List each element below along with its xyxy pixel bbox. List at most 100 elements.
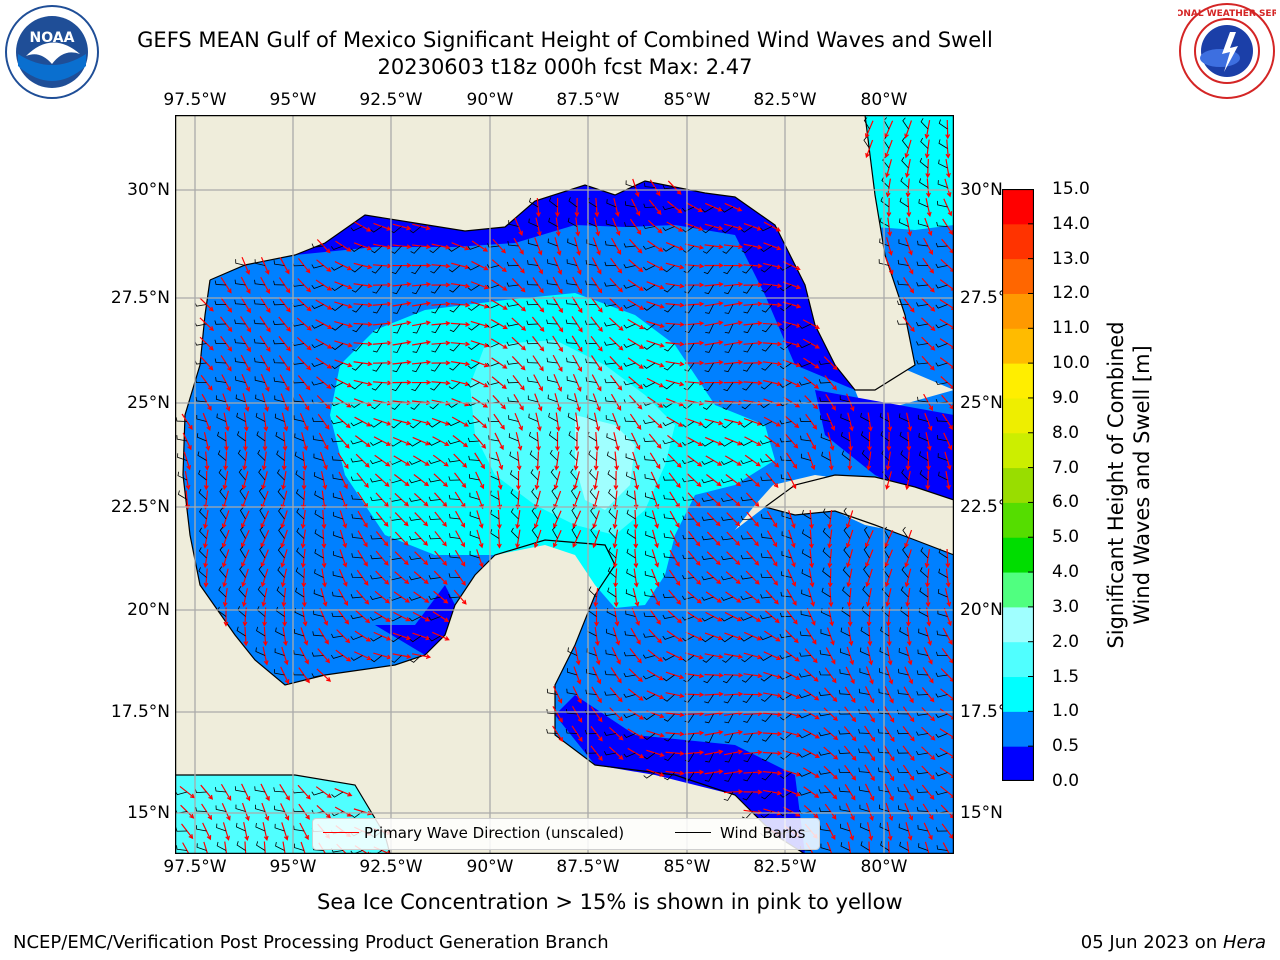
wind-barb — [684, 713, 695, 723]
wind-barb — [761, 752, 773, 762]
wind-barb — [333, 551, 344, 559]
wind-barb — [234, 279, 246, 286]
wind-barb — [840, 823, 851, 832]
wind-barb — [235, 376, 246, 383]
wind-barb — [468, 455, 480, 461]
wind-barb — [663, 284, 675, 293]
wind-barb — [371, 382, 383, 391]
wind-barb — [467, 382, 480, 388]
wind-barb — [199, 527, 207, 539]
wind-barb — [742, 265, 753, 274]
wind-barb — [409, 497, 422, 502]
wind-barb — [312, 631, 324, 637]
wind-barb — [409, 635, 422, 643]
wind-barb — [740, 421, 753, 428]
wind-barb — [391, 382, 402, 392]
wind-barb — [370, 440, 383, 446]
wind-barb — [643, 224, 656, 229]
lat-label-left: 22.5°N — [110, 497, 170, 517]
wind-barb — [838, 730, 851, 735]
wind-barb — [741, 245, 753, 254]
wind-barb — [643, 419, 656, 424]
wind-barb — [918, 198, 929, 208]
wind-barb — [917, 414, 929, 422]
wind-barb — [272, 339, 285, 345]
wind-barb — [196, 843, 207, 851]
map-legend: Primary Wave Direction (unscaled) Wind B… — [312, 818, 820, 850]
wind-barb — [898, 648, 909, 656]
wind-barb — [604, 670, 617, 676]
wind-barb — [896, 729, 909, 735]
wind-barb — [526, 320, 539, 325]
wind-barb — [565, 319, 578, 325]
wind-barb — [799, 323, 812, 329]
wind-barb — [703, 382, 714, 392]
wind-barb — [705, 752, 714, 763]
wind-barb — [779, 791, 792, 798]
wind-barb — [275, 606, 285, 617]
lat-label-right: 20°N — [960, 600, 1003, 620]
wind-barb — [551, 487, 558, 500]
wind-barb — [760, 476, 773, 481]
wave-direction-arrow — [886, 197, 892, 218]
wind-barb — [902, 526, 909, 539]
wind-barb — [409, 516, 422, 521]
wind-barb — [741, 674, 753, 683]
wind-barb — [740, 226, 753, 233]
wind-barb — [701, 479, 714, 484]
wind-barb — [410, 655, 422, 663]
wind-barb — [431, 323, 441, 334]
wind-barb — [449, 362, 461, 371]
wind-barb — [219, 566, 227, 578]
wind-barb — [897, 689, 909, 695]
colorbar-tick-label: 0.5 — [1052, 736, 1080, 757]
wind-barb — [663, 265, 675, 273]
wind-barb — [882, 566, 890, 578]
wind-barb-legend-label: Wind Barbs — [720, 824, 806, 842]
wind-barb — [801, 509, 812, 520]
wind-barb — [370, 575, 383, 580]
lon-label-top: 92.5°W — [359, 90, 423, 110]
wind-barb — [702, 401, 714, 410]
wind-barb — [351, 533, 363, 539]
wind-barb — [818, 712, 831, 717]
wind-barb — [742, 791, 753, 801]
lon-label-bottom: 82.5°W — [753, 857, 817, 877]
wind-barb — [411, 382, 422, 392]
wind-barb — [800, 435, 812, 442]
wave-direction-arrow — [392, 244, 412, 250]
wind-barb — [234, 786, 246, 793]
wind-barb — [350, 458, 363, 463]
wind-barb — [605, 649, 617, 656]
wind-barb — [199, 508, 207, 520]
wind-barb — [351, 382, 363, 390]
wind-barb — [623, 323, 636, 329]
lon-label-bottom: 87.5°W — [556, 857, 620, 877]
wind-barb — [567, 668, 578, 676]
wind-barb — [235, 822, 246, 832]
wind-barb — [314, 490, 324, 500]
wind-barb — [643, 284, 656, 291]
wind-barb — [858, 748, 870, 754]
wind-barb — [352, 343, 363, 352]
wind-barb — [604, 396, 617, 403]
wind-barb — [604, 751, 617, 756]
wind-barb — [506, 341, 519, 346]
wind-barb — [295, 567, 305, 578]
wind-barb — [608, 527, 617, 539]
wind-barb — [880, 841, 890, 851]
wind-barb — [253, 338, 266, 344]
wind-barb — [662, 635, 675, 640]
wind-barb — [780, 456, 792, 461]
wind-barb — [935, 827, 948, 832]
wind-barb — [682, 534, 695, 540]
wind-barb — [841, 450, 851, 461]
wind-barb — [684, 343, 695, 353]
wind-barb — [311, 264, 324, 269]
wind-barb — [798, 381, 812, 386]
wind-barb — [527, 260, 539, 266]
wind-barb — [624, 201, 636, 208]
wind-barb — [623, 672, 636, 678]
wind-barb — [312, 417, 324, 422]
wind-barb — [447, 440, 461, 445]
